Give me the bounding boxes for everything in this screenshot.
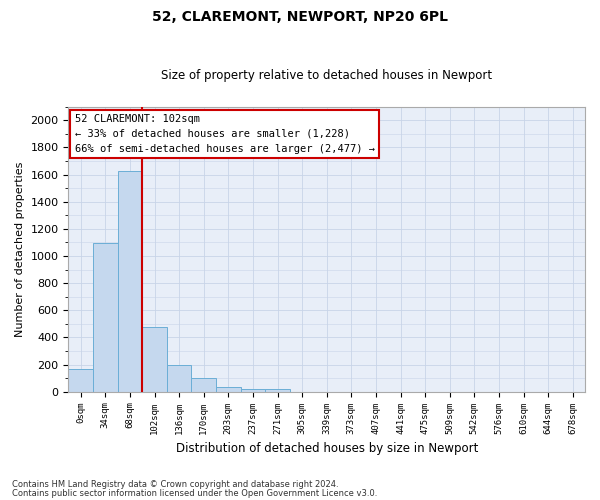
Bar xyxy=(265,390,290,392)
Text: 52 CLAREMONT: 102sqm
← 33% of detached houses are smaller (1,228)
66% of semi-de: 52 CLAREMONT: 102sqm ← 33% of detached h… xyxy=(74,114,374,154)
Bar xyxy=(167,364,191,392)
Bar xyxy=(142,326,167,392)
X-axis label: Distribution of detached houses by size in Newport: Distribution of detached houses by size … xyxy=(176,442,478,455)
Y-axis label: Number of detached properties: Number of detached properties xyxy=(15,162,25,337)
Bar xyxy=(118,170,142,392)
Title: Size of property relative to detached houses in Newport: Size of property relative to detached ho… xyxy=(161,69,492,82)
Bar xyxy=(241,388,265,392)
Text: Contains HM Land Registry data © Crown copyright and database right 2024.: Contains HM Land Registry data © Crown c… xyxy=(12,480,338,489)
Text: Contains public sector information licensed under the Open Government Licence v3: Contains public sector information licen… xyxy=(12,489,377,498)
Bar xyxy=(191,378,216,392)
Bar xyxy=(68,370,93,392)
Text: 52, CLAREMONT, NEWPORT, NP20 6PL: 52, CLAREMONT, NEWPORT, NP20 6PL xyxy=(152,10,448,24)
Bar xyxy=(93,243,118,392)
Bar xyxy=(216,386,241,392)
